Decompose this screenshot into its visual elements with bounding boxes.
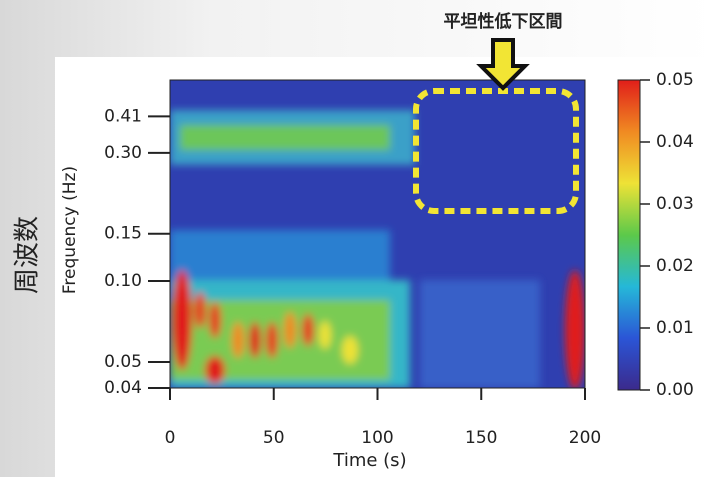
colorbar-tick-label: 0.02 — [656, 256, 694, 276]
page: {"chart_data": {"type": "heatmap", "anno… — [0, 0, 715, 477]
heatmap — [170, 80, 585, 390]
annotation: 平坦性低下区間 — [444, 11, 563, 32]
colorbar-tick-label: 0.05 — [656, 70, 694, 90]
y-tick-label: 0.04 — [104, 378, 142, 398]
x-axis-label: Time (s) — [332, 450, 406, 471]
y-tick-label: 0.15 — [104, 224, 142, 244]
y-axis-label: Frequency (Hz) — [60, 166, 80, 294]
side-label: 周波数 — [13, 216, 43, 294]
colorbar — [618, 80, 640, 390]
x-tick-label: 100 — [361, 428, 393, 448]
y-tick-label: 0.41 — [104, 106, 142, 126]
colorbar-tick-label: 0.03 — [656, 194, 694, 214]
colorbar-tick-label: 0.00 — [656, 380, 694, 400]
y-tick-label: 0.30 — [104, 143, 142, 163]
y-tick-label: 0.05 — [104, 352, 142, 372]
x-tick-label: 50 — [263, 428, 285, 448]
chart: 平坦性低下区間 周波数 Frequency (Hz) Time (s) 0 50 1… — [0, 0, 715, 477]
colorbar-tick-label: 0.01 — [656, 318, 694, 338]
y-tick-label: 0.10 — [104, 271, 142, 291]
x-tick-label: 0 — [165, 428, 176, 448]
x-tick-label: 200 — [569, 428, 601, 448]
x-tick-label: 150 — [465, 428, 497, 448]
colorbar-tick-label: 0.04 — [656, 132, 694, 152]
